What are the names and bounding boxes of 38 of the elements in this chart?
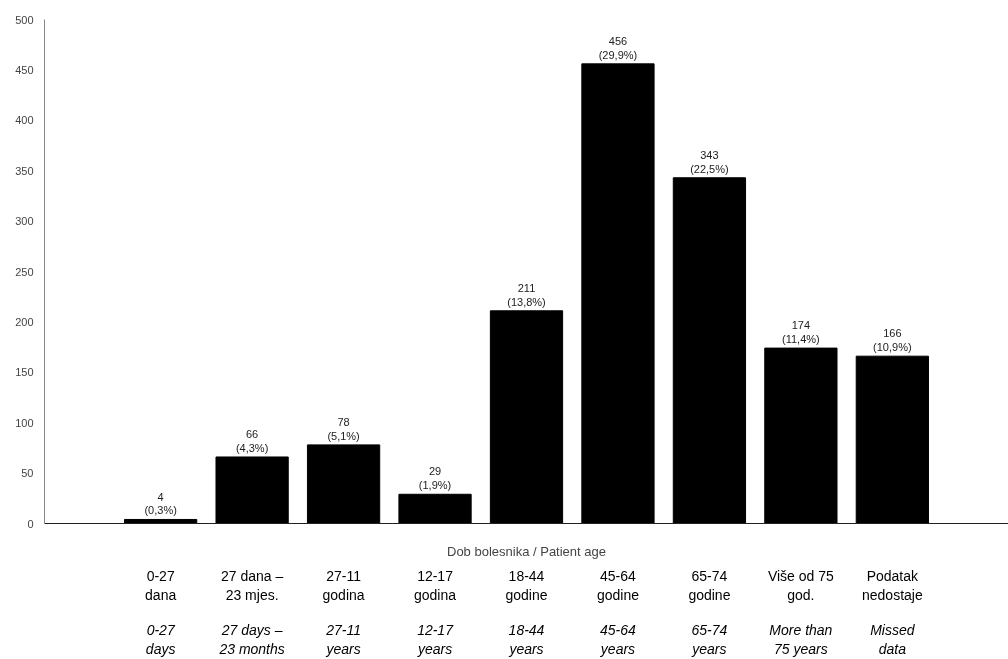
category-label: 65-74 godine 65-74 years bbox=[688, 567, 731, 657]
category-label: 27 dana – 23 mjes. 27 days – 23 months bbox=[219, 567, 285, 657]
data-label: 211 (13,8%) bbox=[507, 282, 546, 308]
category-label: 27-11 godina 27-11 years bbox=[322, 567, 365, 657]
bar bbox=[764, 347, 838, 524]
category-label: 0-27 dana 0-27 days bbox=[145, 567, 177, 657]
y-tick-label: 250 bbox=[15, 265, 34, 278]
data-label: 78 (5,1%) bbox=[327, 416, 360, 442]
bar bbox=[672, 177, 747, 524]
y-tick-label: 50 bbox=[21, 467, 34, 480]
bar bbox=[489, 310, 564, 524]
bar bbox=[581, 63, 655, 524]
category-label: Podatak nedostaje Missed data bbox=[861, 567, 923, 657]
y-tick-label: 500 bbox=[15, 13, 34, 26]
data-label: 166 (10,9%) bbox=[873, 327, 912, 354]
x-axis-title: Dob bolesnika / Patient age bbox=[447, 543, 606, 559]
y-tick-label: 150 bbox=[15, 366, 34, 379]
data-label: 66 (4,3%) bbox=[235, 428, 269, 454]
category-label: 18-44 godine 18-44 years bbox=[505, 567, 548, 657]
data-label: 456 (29,9%) bbox=[598, 35, 638, 61]
y-tick-label: 100 bbox=[15, 416, 34, 429]
y-tick-label: 300 bbox=[15, 215, 34, 228]
y-tick-label: 0 bbox=[27, 517, 34, 530]
data-label: 29 (1,9%) bbox=[418, 465, 452, 492]
y-tick-label: 400 bbox=[15, 114, 34, 127]
bar bbox=[215, 456, 289, 524]
y-tick-label: 350 bbox=[15, 164, 34, 177]
bar bbox=[306, 444, 381, 524]
bar bbox=[855, 355, 929, 524]
data-label: 4 (0,3%) bbox=[144, 490, 177, 517]
category-label: 12-17 godina 12-17 years bbox=[414, 567, 457, 657]
data-label: 343 (22,5%) bbox=[690, 148, 729, 175]
bar bbox=[398, 493, 472, 524]
y-tick-label: 200 bbox=[15, 315, 34, 328]
y-tick-label: 450 bbox=[15, 63, 34, 76]
category-label: Više od 75 god. More than 75 years bbox=[767, 567, 834, 657]
data-label: 174 (11,4%) bbox=[782, 319, 820, 346]
category-label: 45-64 godine 45-64 years bbox=[596, 567, 639, 657]
